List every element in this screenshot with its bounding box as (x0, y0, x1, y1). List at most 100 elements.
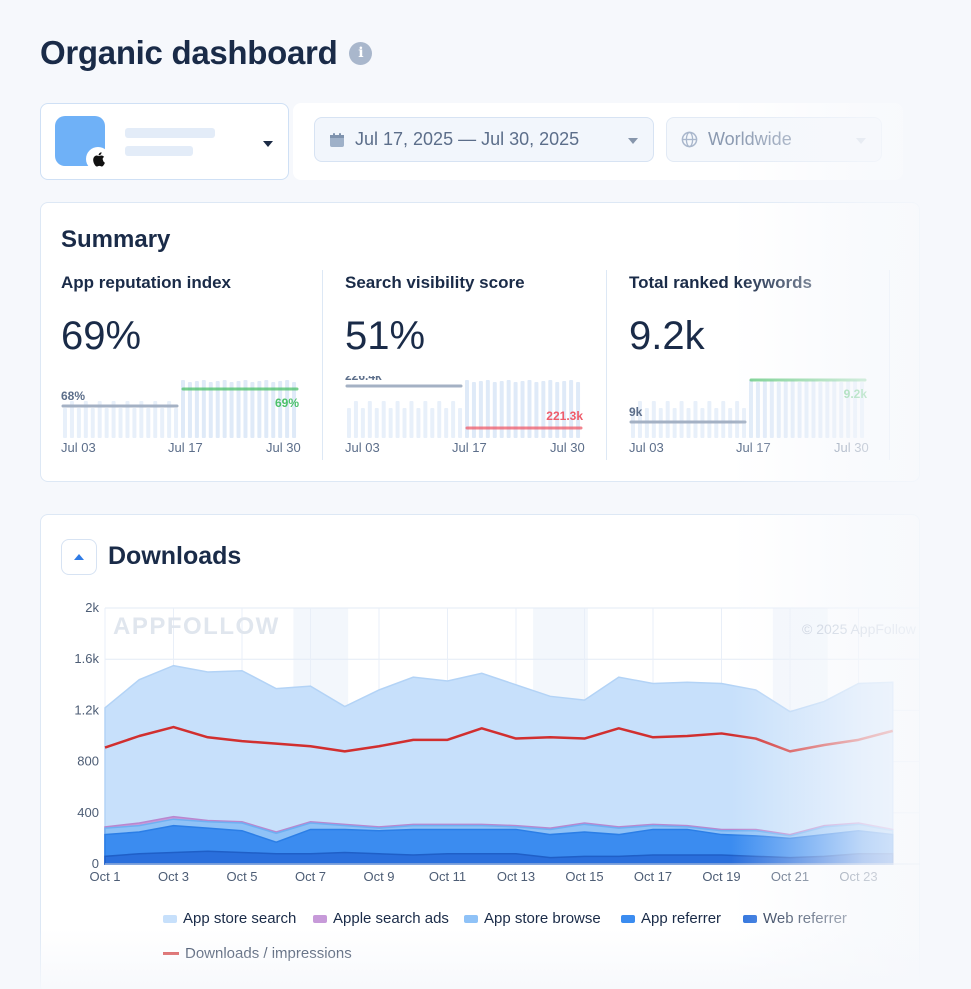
spark-bar (811, 380, 816, 438)
legend-item-app-store-browse[interactable]: App store browse (464, 910, 601, 927)
x-tick-label: Oct 21 (771, 869, 809, 884)
spark-bar (222, 380, 227, 438)
app-selector[interactable] (40, 103, 289, 180)
spark-bar (264, 380, 269, 438)
sparkline-chart: 226.4k 221.3k (345, 376, 583, 438)
spark-bar (194, 381, 199, 438)
spark-bar (818, 382, 823, 438)
x-tick-label: Oct 1 (89, 869, 120, 884)
spark-bar (762, 381, 767, 438)
spark-bar (437, 401, 442, 438)
app-name-placeholder (125, 128, 215, 138)
y-tick-label: 1.2k (74, 702, 99, 717)
sparkline-chart: 68% 69% (61, 380, 299, 438)
spark-bar (208, 382, 213, 438)
page-title: Organic dashboard (40, 34, 338, 71)
spark-bar (562, 381, 567, 438)
x-tick-label: Oct 17 (634, 869, 672, 884)
spark-bar (374, 408, 379, 438)
spark-date-start: Jul 03 (345, 440, 380, 455)
x-tick-label: Oct 11 (429, 869, 466, 884)
y-tick-label: 2k (85, 600, 99, 615)
spark-bar (139, 401, 144, 438)
spark-bar (347, 408, 351, 438)
spark-bar (555, 382, 560, 438)
x-tick-label: Oct 23 (839, 869, 877, 884)
spark-bar (215, 381, 220, 438)
legend-item-app-store-search[interactable]: App store search (163, 910, 296, 927)
spark-bar (187, 382, 192, 438)
spark-bar (513, 382, 518, 438)
legend-item-app-referrer[interactable]: App referrer (621, 910, 721, 927)
spark-bar (285, 380, 290, 438)
spark-bar (63, 408, 67, 438)
x-tick-label: Oct 7 (295, 869, 326, 884)
spark-bar (783, 381, 788, 438)
spark-bar (749, 380, 753, 438)
legend-item-apple-search-ads[interactable]: Apple search ads (313, 910, 449, 927)
globe-icon (681, 131, 698, 148)
spark-bar (125, 401, 130, 438)
x-tick-label: Oct 3 (158, 869, 189, 884)
date-range-selector[interactable]: Jul 17, 2025 — Jul 30, 2025 (314, 117, 654, 162)
divider (606, 270, 607, 460)
metric-app-reputation-index[interactable]: App reputation index 69% 68% 69% Jul 03 J… (61, 270, 321, 460)
collapse-button[interactable] (61, 539, 97, 575)
spark-bar (250, 382, 255, 438)
legend-item-downloads-impressions[interactable]: Downloads / impressions (163, 945, 352, 962)
region-selector[interactable]: Worldwide (666, 117, 882, 162)
legend-item-web-referrer[interactable]: Web referrer (743, 910, 847, 927)
spark-date-mid: Jul 17 (168, 440, 203, 455)
info-icon[interactable]: i (349, 41, 373, 65)
x-tick-label: Oct 15 (565, 869, 603, 884)
copyright: © 2025 AppFollow (802, 621, 917, 637)
metric-search-visibility-score[interactable]: Search visibility score 51% 226.4k 221.3k… (345, 270, 605, 460)
spark-bar (541, 381, 546, 438)
metric-label: Total ranked keywords (629, 273, 812, 292)
spark-bar (69, 401, 74, 438)
spark-bar (243, 380, 248, 438)
spark-bar (278, 381, 283, 438)
spark-bar (471, 382, 476, 438)
spark-bar (181, 380, 185, 438)
metric-label: Search visibility score (345, 273, 525, 292)
spark-bar (839, 382, 844, 438)
current-period-label: 9.2k (844, 387, 868, 401)
spark-bar (167, 401, 172, 438)
spark-bar (353, 401, 358, 438)
spark-bar (451, 401, 456, 438)
legend-swatch (464, 914, 478, 923)
spark-bar (832, 380, 837, 438)
y-tick-label: 1.6k (74, 651, 99, 666)
spark-date-start: Jul 03 (629, 440, 664, 455)
chevron-down-icon (856, 138, 866, 144)
y-tick-label: 400 (77, 805, 99, 820)
metric-total-ranked-keywords[interactable]: Total ranked keywords 9.2k 9k 9.2k Jul 03… (629, 270, 889, 460)
spark-bar (83, 401, 88, 438)
spark-bar (360, 408, 365, 438)
spark-bar (444, 408, 449, 438)
metric-label: App reputation index (61, 273, 231, 292)
spark-bar (569, 380, 574, 438)
legend-label: App store search (183, 910, 297, 927)
spark-bar (776, 382, 781, 438)
legend-label: Web referrer (763, 910, 847, 927)
spark-bar (111, 401, 116, 438)
spark-date-start: Jul 03 (61, 440, 96, 455)
legend-swatch (163, 914, 177, 923)
spark-bar (271, 382, 276, 438)
divider (889, 270, 890, 460)
chevron-down-icon (263, 141, 273, 147)
legend-swatch (163, 952, 179, 955)
spark-bar (790, 380, 795, 438)
spark-bar (804, 381, 809, 438)
spark-bar (76, 408, 81, 438)
spark-bar (395, 401, 400, 438)
downloads-chart[interactable]: 0 400 800 1.2k 1.6k 2k APPFOLLOW © 2025 AppFoll… (60, 596, 920, 891)
apple-icon (86, 147, 110, 171)
metric-value: 51% (345, 314, 426, 358)
spark-date-mid: Jul 17 (736, 440, 771, 455)
legend-swatch (743, 914, 757, 923)
previous-period-label: 226.4k (345, 376, 382, 383)
spark-bar (485, 380, 490, 438)
